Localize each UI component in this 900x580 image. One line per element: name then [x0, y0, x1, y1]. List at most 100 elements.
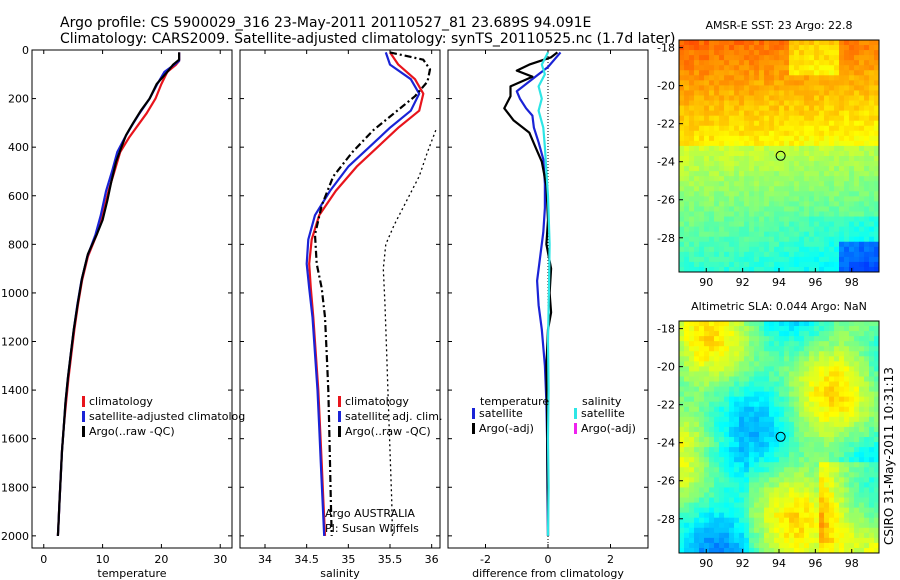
sla-map-cell	[724, 376, 730, 382]
sla-map-cell	[864, 527, 870, 534]
sla-map-cell	[869, 512, 875, 519]
sla-map-cell	[769, 472, 775, 478]
sst-map-cell	[814, 261, 820, 268]
sla-map-cell	[874, 532, 880, 539]
sst-map-cell	[784, 115, 790, 122]
sla-map-cell	[844, 421, 850, 428]
sla-map-cell	[769, 321, 775, 327]
sst-map-cell	[679, 241, 685, 248]
sst-map-cell	[789, 80, 795, 86]
sla-map-cell	[784, 366, 790, 372]
sst-map-cell	[764, 156, 770, 162]
sst-map-cell	[864, 181, 870, 187]
sst-map-cell	[774, 231, 780, 238]
sst-map-cell	[754, 40, 760, 46]
sst-map-cell	[809, 115, 815, 122]
sst-map-cell	[729, 145, 735, 152]
sla-map-cell	[774, 421, 780, 428]
sst-map-cell	[749, 55, 755, 61]
sla-map-cell	[709, 346, 715, 352]
sla-map-cell	[679, 457, 685, 463]
sla-map-cell	[809, 406, 815, 413]
sla-map-cell	[759, 487, 765, 493]
sst-map-cell	[769, 55, 775, 61]
sst-map-cell	[784, 125, 790, 132]
sst-map-cell	[864, 60, 870, 66]
sla-map-cell	[694, 371, 700, 377]
sst-map-cell	[739, 216, 745, 222]
sst-map-cell	[714, 135, 720, 142]
sla-map-cell	[859, 437, 865, 443]
sst-map-cell	[794, 115, 800, 122]
sla-map-cell	[739, 411, 745, 418]
sst-map-cell	[739, 231, 745, 238]
sst-map-cell	[689, 85, 695, 91]
sst-map-cell	[719, 60, 725, 66]
sla-map-cell	[714, 396, 720, 403]
sst-map-cell	[679, 140, 685, 147]
sla-map-cell	[829, 497, 835, 503]
sla-map-cell	[784, 542, 790, 549]
sla-map-cell	[864, 406, 870, 413]
sst-map-cell	[849, 211, 855, 217]
sst-map-cell	[704, 261, 710, 268]
sla-map-cell	[764, 542, 770, 549]
sst-map-cell	[724, 60, 730, 66]
sst-map-cell	[749, 256, 755, 263]
sla-map-cell	[699, 401, 705, 408]
sst-map-cell	[784, 75, 790, 81]
sla-map-cell	[794, 437, 800, 443]
sla-map-cell	[739, 457, 745, 463]
sst-map-cell	[864, 256, 870, 263]
sst-map-cell	[849, 206, 855, 212]
sla-map-cell	[679, 467, 685, 473]
sla-map-cell	[789, 467, 795, 473]
sla-map-cell	[749, 376, 755, 382]
sla-map-cell	[769, 416, 775, 423]
sst-map-cell	[784, 50, 790, 56]
sla-map-cell	[854, 452, 860, 458]
sst-map-cell	[759, 50, 765, 56]
sla-map-cell	[799, 341, 805, 347]
sst-map-cell	[794, 125, 800, 132]
sla-map-cell	[709, 321, 715, 327]
sst-map-cell	[754, 226, 760, 233]
sla-map-cell	[784, 326, 790, 332]
sla-map-cell	[844, 381, 850, 387]
sla-map-cell	[719, 426, 725, 433]
sla-map-cell	[824, 326, 830, 332]
sst-map-cell	[869, 65, 875, 71]
sst-map-cell	[874, 80, 880, 86]
sst-map-cell	[754, 70, 760, 76]
sla-map-cell	[839, 442, 845, 448]
sst-map-cell	[689, 241, 695, 248]
sst-map-cell	[769, 90, 775, 96]
sla-map-cell	[744, 537, 750, 544]
sst-map-cell	[684, 55, 690, 61]
sla-map-cell	[854, 467, 860, 473]
sst-map-cell	[824, 140, 830, 147]
sla-map-cell	[719, 492, 725, 498]
sla-map-cell	[704, 416, 710, 423]
sst-map-cell	[739, 266, 745, 273]
sla-map-cell	[789, 426, 795, 433]
sst-map-cell	[854, 130, 860, 137]
sla-map-cell	[874, 416, 880, 423]
sst-map-cell	[829, 130, 835, 137]
sst-map-cell	[869, 55, 875, 61]
sst-map-cell	[804, 60, 810, 66]
sla-map-cell	[769, 447, 775, 453]
sla-map-cell	[859, 406, 865, 413]
sst-map-cell	[829, 226, 835, 233]
sst-map-cell	[874, 211, 880, 217]
sla-map-cell	[844, 527, 850, 534]
sla-map-cell	[804, 547, 810, 554]
sla-map-cell	[734, 426, 740, 433]
sst-map-cell	[869, 171, 875, 177]
sst-map-cell	[844, 40, 850, 46]
sst-map-cell	[739, 191, 745, 197]
sst-map-cell	[724, 50, 730, 56]
sst-map-cell	[859, 231, 865, 238]
sst-map-cell	[724, 140, 730, 147]
sst-map-cell	[864, 251, 870, 258]
